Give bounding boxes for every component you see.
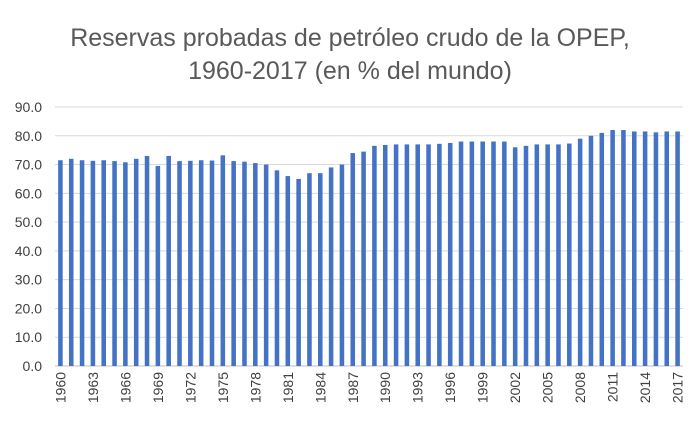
bar-1960 [58, 160, 63, 366]
y-tick-label: 80.0 [15, 128, 42, 144]
bar-1998 [469, 141, 475, 366]
y-tick-label: 70.0 [15, 157, 42, 173]
bar-2000 [491, 141, 496, 366]
bar-2008 [577, 138, 583, 366]
bar-1981 [285, 176, 291, 366]
x-tick-label: 2005 [540, 372, 556, 403]
bars [58, 130, 680, 366]
bar-1970 [166, 155, 171, 366]
bar-2013 [632, 131, 637, 366]
bar-2003 [523, 145, 529, 366]
x-tick-label: 1981 [280, 372, 296, 403]
x-tick-label: 1978 [247, 372, 263, 403]
bar-1977 [242, 161, 247, 366]
bar-1963 [90, 160, 96, 366]
bar-2009 [588, 135, 594, 366]
x-tick-label: 1996 [442, 372, 458, 403]
bar-2005 [545, 144, 550, 366]
y-tick-label: 60.0 [15, 185, 42, 201]
y-tick-label: 20.0 [15, 300, 42, 316]
x-tick-label: 2002 [507, 372, 523, 403]
bar-1995 [437, 143, 442, 366]
x-tick-label: 1993 [410, 372, 426, 403]
x-tick-label: 1987 [345, 372, 361, 403]
bar-1966 [123, 162, 128, 366]
bar-1983 [307, 173, 312, 366]
bar-1986 [339, 164, 345, 366]
x-tick-label: 2017 [670, 372, 686, 403]
x-tick-label: 2008 [572, 372, 588, 403]
x-tick-label: 1966 [117, 372, 133, 403]
bar-1965 [112, 161, 117, 366]
bar-1992 [404, 144, 410, 366]
bar-1987 [350, 153, 356, 366]
chart-title-line-1: Reservas probadas de petróleo crudo de l… [70, 24, 630, 52]
bar-2004 [534, 144, 540, 366]
bar-2001 [502, 141, 507, 366]
bar-1961 [68, 158, 74, 366]
chart-title-line-2: 1960-2017 (en % del mundo) [188, 57, 512, 85]
bar-1964 [101, 160, 106, 366]
x-axis-tick-labels: 1960 1963 1966 1969 1972 1975 1978 1981 1984 1987… [52, 372, 685, 403]
bar-2015 [653, 132, 659, 366]
bar-1985 [328, 167, 334, 366]
y-tick-label: 90.0 [15, 99, 42, 115]
bar-1974 [209, 160, 215, 366]
x-tick-label: 2014 [637, 372, 653, 403]
x-tick-label: 2011 [605, 372, 621, 402]
bar-1968 [144, 155, 150, 366]
y-tick-label: 50.0 [15, 214, 42, 230]
bar-1996 [447, 142, 453, 366]
bar-2010 [599, 132, 605, 366]
bar-2002 [512, 147, 518, 366]
bar-1993 [415, 144, 420, 366]
y-tick-label: 10.0 [15, 329, 42, 345]
bar-1980 [274, 170, 280, 366]
x-tick-label: 1972 [182, 372, 198, 403]
bar-2007 [567, 143, 572, 366]
bar-2012 [621, 130, 626, 366]
bar-1962 [79, 160, 85, 366]
bar-1971 [177, 161, 182, 366]
bar-1979 [263, 164, 269, 366]
bar-1982 [296, 178, 301, 366]
bar-2011 [610, 130, 615, 366]
x-tick-label: 1960 [52, 372, 68, 403]
x-tick-label: 1975 [215, 372, 231, 403]
x-tick-label: 1990 [377, 372, 393, 403]
bar-2014 [642, 131, 648, 366]
bar-1994 [426, 144, 431, 366]
bar-1976 [231, 161, 236, 366]
x-tick-label: 1984 [312, 372, 328, 403]
bar-2006 [556, 144, 561, 366]
bar-1991 [393, 144, 399, 366]
bar-1997 [458, 141, 464, 366]
bar-1988 [361, 151, 366, 366]
bar-1989 [372, 145, 377, 366]
bar-1999 [480, 141, 485, 366]
bar-1990 [382, 144, 388, 366]
bar-1972 [188, 160, 193, 366]
bar-2017 [675, 131, 680, 366]
y-tick-label: 0.0 [23, 358, 43, 374]
y-tick-label: 40.0 [15, 243, 42, 259]
x-tick-label: 1963 [85, 372, 101, 403]
bar-2016 [664, 131, 670, 366]
bar-1969 [155, 165, 161, 366]
bar-1975 [220, 155, 226, 366]
y-axis-tick-labels: 0.0 10.0 20.0 30.0 40.0 50.0 60.0 70.0 80.0 90.0 [15, 99, 42, 374]
bar-1973 [198, 160, 204, 366]
bar-1984 [318, 173, 323, 366]
y-tick-label: 30.0 [15, 272, 42, 288]
bar-1978 [253, 163, 258, 366]
bar-1967 [133, 158, 139, 366]
x-tick-label: 1999 [475, 372, 491, 403]
x-tick-label: 1969 [150, 372, 166, 403]
